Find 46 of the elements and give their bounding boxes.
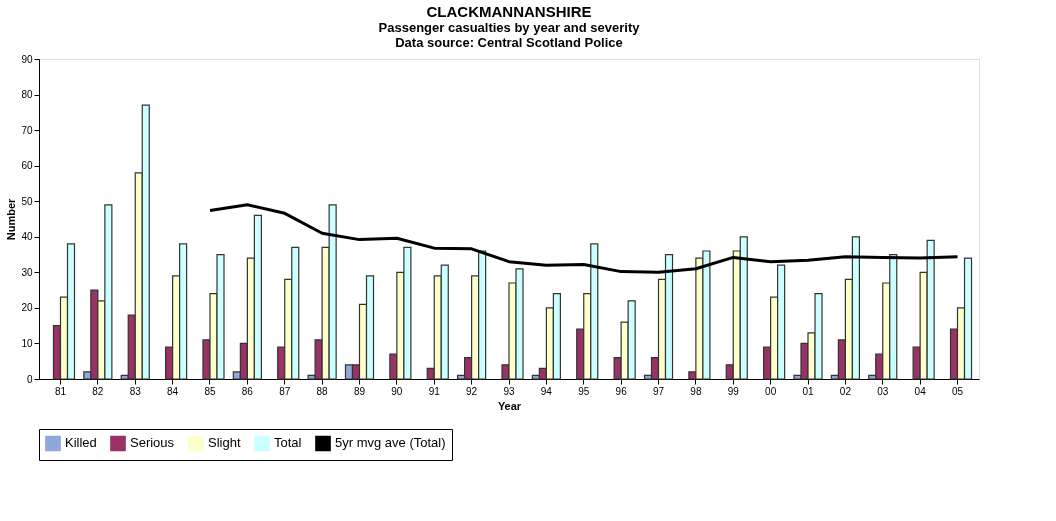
y-tick-label: 30 bbox=[21, 266, 33, 278]
source-note: Data source: Central Scotland Police bbox=[395, 35, 623, 50]
x-tick-label: 97 bbox=[652, 385, 665, 397]
x-axis-title: Year bbox=[497, 399, 522, 412]
y-tick-label: 20 bbox=[21, 302, 33, 314]
line-series bbox=[208, 203, 960, 274]
x-tick-label: 94 bbox=[540, 385, 553, 397]
x-tick-label: 87 bbox=[279, 385, 291, 397]
y-tick-label: 60 bbox=[21, 160, 33, 172]
x-tick-label: 85 bbox=[204, 385, 216, 397]
x-tick-label: 00 bbox=[765, 385, 777, 397]
x-tick-label: 95 bbox=[578, 385, 590, 397]
legend-label: Serious bbox=[130, 435, 175, 451]
x-tick-label: 86 bbox=[241, 385, 254, 397]
y-tick-label: 70 bbox=[21, 124, 33, 136]
y-tick-label: 0 bbox=[26, 373, 33, 385]
y-tick-label: 90 bbox=[21, 53, 33, 65]
x-tick-label: 96 bbox=[615, 385, 628, 397]
legend-label: Slight bbox=[208, 435, 241, 451]
chart-subtitle: Passenger casualties by year and severity bbox=[378, 20, 641, 35]
x-tick-label: 04 bbox=[914, 385, 927, 397]
y-tick-label: 10 bbox=[21, 337, 33, 349]
y-tick-label: 40 bbox=[21, 231, 33, 243]
x-tick-label: 01 bbox=[802, 385, 815, 397]
legend-label: 5yr mvg ave (Total) bbox=[335, 435, 446, 451]
x-tick-label: 81 bbox=[54, 385, 67, 397]
y-axis-title: Number bbox=[5, 198, 18, 241]
x-tick-label: 98 bbox=[690, 385, 702, 397]
legend-label: Total bbox=[274, 435, 302, 451]
x-tick-label: 03 bbox=[877, 385, 889, 397]
x-tick-label: 99 bbox=[727, 385, 740, 397]
legend-label: Killed bbox=[65, 435, 97, 451]
x-tick-label: 83 bbox=[129, 385, 142, 397]
chart-title: CLACKMANNANSHIRE bbox=[426, 3, 592, 20]
x-tick-label: 90 bbox=[391, 385, 403, 397]
x-tick-label: 91 bbox=[428, 385, 441, 397]
y-tick-label: 50 bbox=[21, 195, 33, 207]
x-tick-label: 82 bbox=[92, 385, 104, 397]
x-tick-label: 84 bbox=[167, 385, 179, 397]
x-tick-label: 89 bbox=[353, 385, 366, 397]
x-tick-label: 92 bbox=[466, 385, 478, 397]
x-tick-label: 02 bbox=[839, 385, 852, 397]
x-tick-label: 88 bbox=[316, 385, 329, 397]
x-tick-label: 05 bbox=[951, 385, 964, 397]
y-tick-label: 80 bbox=[21, 89, 33, 101]
x-tick-label: 93 bbox=[503, 385, 515, 397]
